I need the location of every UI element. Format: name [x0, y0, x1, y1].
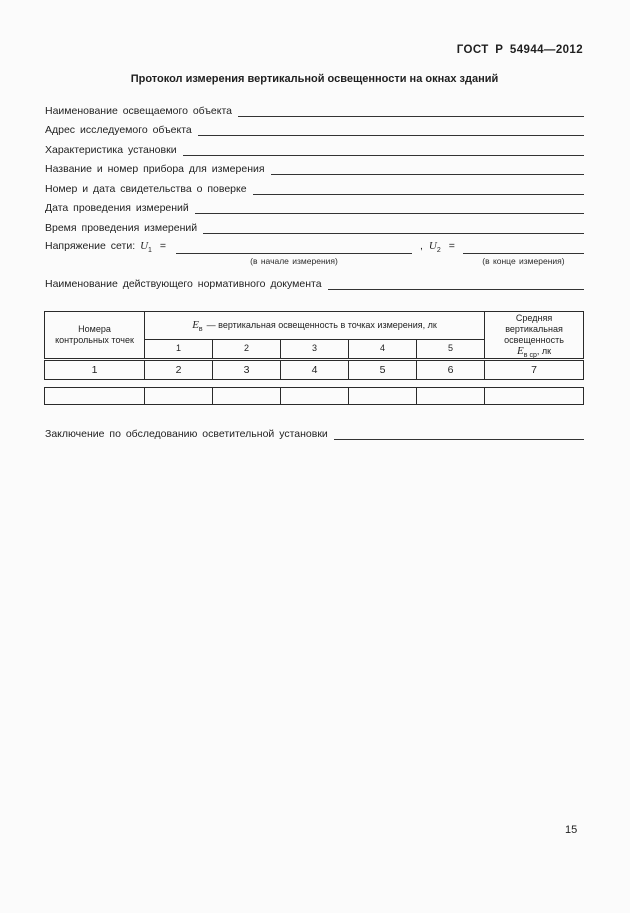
measurement-table-body — [44, 387, 584, 405]
field-blank-line — [333, 424, 584, 440]
column-number: 1 — [44, 358, 145, 380]
average-unit: , лк — [536, 346, 552, 356]
u1-blank-line — [175, 239, 412, 254]
form-field-date: Дата проведения измерений — [45, 195, 584, 214]
field-label: Время проведения измерений — [45, 221, 198, 234]
column-number: 3 — [212, 358, 281, 380]
form-field-time: Время проведения измерений — [45, 214, 584, 234]
point-column-header: 1 — [144, 338, 213, 361]
form-field-device: Название и номер прибора для измерения — [45, 156, 584, 175]
u2-equals: = — [448, 239, 455, 252]
measure-header-text: — вертикальная освещенность в точках изм… — [206, 319, 437, 330]
field-blank-line — [327, 274, 584, 290]
field-label: Название и номер прибора для измерения — [45, 163, 265, 175]
u2-subscript: 2 — [436, 246, 441, 254]
field-blank-line — [203, 218, 584, 234]
empty-cell — [484, 387, 584, 405]
field-blank-line — [237, 101, 584, 117]
u1-caption: (в начале измерения) — [250, 255, 338, 266]
empty-cell — [348, 387, 417, 405]
u1-blank-group: (в начале измерения) — [175, 239, 412, 266]
e-subscript: в — [198, 325, 203, 333]
standard-reference: ГОСТ Р 54944—2012 — [456, 44, 583, 56]
column-header-vertical-illuminance: Eв — вертикальная освещенность в точках и… — [143, 311, 486, 340]
field-label: Наименование действующего нормативного д… — [45, 278, 322, 290]
field-label: Заключение по обследованию осветительной… — [45, 427, 328, 440]
column-header-average-illuminance: Средняя вертикальная освещенность Eв ср,… — [484, 311, 585, 360]
measurement-table-header: Номера контрольных точек Eв — вертикальна… — [44, 311, 585, 380]
voltage-separator: , — [419, 239, 423, 252]
empty-cell — [416, 387, 485, 405]
u2-caption: (в конце измерения) — [482, 255, 565, 266]
average-header-text: Средняя вертикальная освещенность — [504, 313, 564, 345]
column-number: 4 — [280, 358, 349, 380]
control-points-text: Номера контрольных точек — [55, 324, 134, 345]
u2-blank-line — [462, 239, 584, 254]
protocol-form: Наименование освещаемого объекта Адрес и… — [44, 97, 585, 440]
column-header-control-points: Номера контрольных точек — [44, 311, 145, 360]
form-field-address: Адрес исследуемого объекта — [45, 117, 584, 136]
field-blank-line — [194, 198, 584, 214]
u1-subscript: 1 — [148, 246, 152, 254]
column-numbering-row: 1 2 3 4 5 6 7 — [44, 358, 585, 380]
form-field-conclusion: Заключение по обследованию осветительной… — [45, 420, 584, 440]
field-blank-line — [197, 120, 584, 136]
u2-label: U2 = — [428, 239, 455, 254]
field-label: Адрес исследуемого объекта — [45, 124, 192, 136]
form-field-normative-document: Наименование действующего нормативного д… — [45, 271, 584, 290]
form-field-object-name: Наименование освещаемого объекта — [45, 97, 584, 117]
column-number: 5 — [348, 358, 417, 380]
field-blank-line — [270, 159, 584, 175]
form-field-installation: Характеристика установки — [45, 136, 584, 156]
empty-cell — [144, 387, 213, 405]
page-title: Протокол измерения вертикальной освещенн… — [130, 73, 499, 85]
u1-equals: = — [159, 239, 166, 252]
empty-cell — [212, 387, 281, 405]
empty-cell — [280, 387, 349, 405]
field-blank-line — [182, 140, 584, 156]
u2-blank-group: (в конце измерения) — [462, 239, 584, 266]
point-column-header: 5 — [415, 338, 486, 361]
u1-symbol: U — [140, 239, 149, 252]
column-number: 7 — [484, 358, 585, 380]
column-number: 6 — [415, 358, 486, 380]
table-row — [44, 387, 584, 405]
e-avg-symbol: E — [517, 345, 524, 357]
form-field-voltage: Напряжение сети: U1 = (в начале измерени… — [45, 239, 584, 271]
voltage-label: Напряжение сети: U1 = — [45, 239, 166, 254]
e-symbol: E — [192, 318, 199, 331]
column-number: 2 — [144, 358, 213, 380]
page-number: 15 — [565, 824, 578, 836]
field-blank-line — [252, 179, 584, 195]
empty-cell — [44, 387, 145, 405]
e-avg-subscript: в ср — [523, 351, 537, 359]
point-column-header: 3 — [280, 338, 349, 361]
field-label: Дата проведения измерений — [45, 202, 189, 214]
u2-symbol: U — [428, 239, 437, 252]
point-column-header: 2 — [212, 338, 281, 361]
field-label: Наименование освещаемого объекта — [45, 104, 232, 117]
voltage-label-text: Напряжение сети: — [45, 239, 136, 252]
field-label: Характеристика установки — [45, 143, 177, 156]
point-column-header: 4 — [348, 338, 417, 361]
form-field-certificate: Номер и дата свидетельства о поверке — [45, 175, 584, 195]
field-label: Номер и дата свидетельства о поверке — [45, 182, 247, 195]
